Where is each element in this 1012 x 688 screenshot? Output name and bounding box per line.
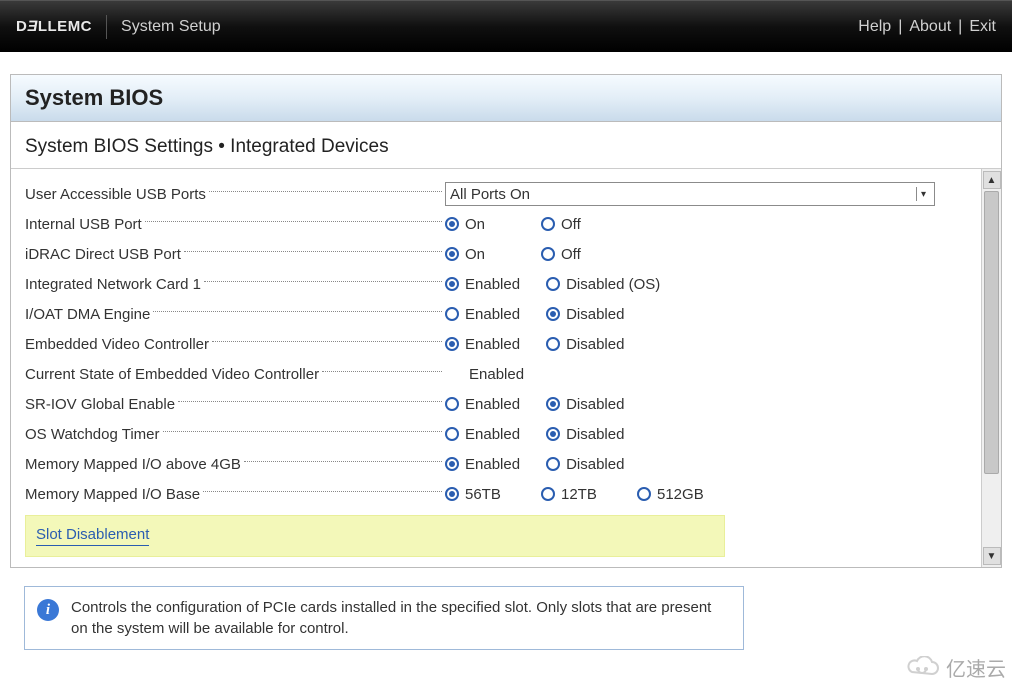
radio-mmiobase-56tb[interactable]: 56TB bbox=[445, 486, 515, 503]
row-internal-usb: Internal USB Port On Off bbox=[25, 209, 967, 239]
row-slot-disablement[interactable]: Slot Disablement bbox=[25, 515, 725, 557]
radio-sriov-disabled[interactable]: Disabled bbox=[546, 396, 624, 413]
select-usb-ports[interactable]: All Ports On ▾ bbox=[445, 182, 935, 206]
link-slot-disablement[interactable]: Slot Disablement bbox=[36, 524, 149, 546]
radio-watchdog-disabled[interactable]: Disabled bbox=[546, 426, 624, 443]
scroll-track[interactable] bbox=[982, 191, 1001, 545]
label-embvideo-state: Current State of Embedded Video Controll… bbox=[25, 366, 319, 383]
radio-nic1-enabled[interactable]: Enabled bbox=[445, 276, 520, 293]
scroll-down-button[interactable]: ▼ bbox=[983, 547, 1001, 565]
radio-embvideo-disabled[interactable]: Disabled bbox=[546, 336, 624, 353]
info-icon: i bbox=[37, 599, 59, 621]
divider bbox=[106, 15, 107, 39]
row-sriov: SR-IOV Global Enable Enabled Disabled bbox=[25, 389, 967, 419]
chevron-down-icon: ▾ bbox=[916, 187, 930, 201]
radio-idrac-usb-on[interactable]: On bbox=[445, 246, 515, 263]
breadcrumb: System BIOS Settings • Integrated Device… bbox=[25, 136, 987, 158]
row-ioat: I/OAT DMA Engine Enabled Disabled bbox=[25, 299, 967, 329]
top-bar: DELLEMC System Setup Help | About | Exit bbox=[0, 0, 1012, 52]
label-idrac-usb: iDRAC Direct USB Port bbox=[25, 246, 181, 263]
row-embvideo: Embedded Video Controller Enabled Disabl… bbox=[25, 329, 967, 359]
row-embvideo-state: Current State of Embedded Video Controll… bbox=[25, 359, 967, 389]
watermark: 亿速云 bbox=[904, 653, 1006, 682]
cloud-icon bbox=[904, 656, 940, 680]
radio-internal-usb-off[interactable]: Off bbox=[541, 216, 611, 233]
radio-idrac-usb-off[interactable]: Off bbox=[541, 246, 611, 263]
brand-logo: DELLEMC bbox=[16, 18, 92, 35]
radio-nic1-disabled[interactable]: Disabled (OS) bbox=[546, 276, 660, 293]
help-panel: i Controls the configuration of PCIe car… bbox=[24, 586, 744, 650]
scroll-up-button[interactable]: ▲ bbox=[983, 171, 1001, 189]
scroll-thumb[interactable] bbox=[984, 191, 999, 474]
page-title-bar: System BIOS bbox=[11, 75, 1001, 122]
row-usb-ports: User Accessible USB Ports All Ports On ▾ bbox=[25, 179, 967, 209]
radio-mmiobase-512gb[interactable]: 512GB bbox=[637, 486, 707, 503]
about-link[interactable]: About bbox=[909, 18, 951, 36]
help-text: Controls the configuration of PCIe cards… bbox=[71, 597, 731, 639]
settings-content: User Accessible USB Ports All Ports On ▾… bbox=[11, 169, 981, 567]
exit-link[interactable]: Exit bbox=[969, 18, 996, 36]
radio-internal-usb-on[interactable]: On bbox=[445, 216, 515, 233]
radio-ioat-disabled[interactable]: Disabled bbox=[546, 306, 624, 323]
row-idrac-usb: iDRAC Direct USB Port On Off bbox=[25, 239, 967, 269]
radio-mmio4g-disabled[interactable]: Disabled bbox=[546, 456, 624, 473]
label-internal-usb: Internal USB Port bbox=[25, 216, 142, 233]
radio-ioat-enabled[interactable]: Enabled bbox=[445, 306, 520, 323]
select-usb-ports-value: All Ports On bbox=[450, 186, 530, 203]
radio-sriov-enabled[interactable]: Enabled bbox=[445, 396, 520, 413]
help-link[interactable]: Help bbox=[858, 18, 891, 36]
label-sriov: SR-IOV Global Enable bbox=[25, 396, 175, 413]
radio-embvideo-enabled[interactable]: Enabled bbox=[445, 336, 520, 353]
row-nic1: Integrated Network Card 1 Enabled Disabl… bbox=[25, 269, 967, 299]
label-ioat: I/OAT DMA Engine bbox=[25, 306, 150, 323]
label-embvideo: Embedded Video Controller bbox=[25, 336, 209, 353]
label-mmiobase: Memory Mapped I/O Base bbox=[25, 486, 200, 503]
breadcrumb-bar: System BIOS Settings • Integrated Device… bbox=[11, 122, 1001, 169]
label-mmio4g: Memory Mapped I/O above 4GB bbox=[25, 456, 241, 473]
radio-watchdog-enabled[interactable]: Enabled bbox=[445, 426, 520, 443]
page-title: System BIOS bbox=[25, 85, 163, 111]
label-watchdog: OS Watchdog Timer bbox=[25, 426, 160, 443]
row-mmio4g: Memory Mapped I/O above 4GB Enabled Disa… bbox=[25, 449, 967, 479]
radio-mmiobase-12tb[interactable]: 12TB bbox=[541, 486, 611, 503]
label-usb-ports: User Accessible USB Ports bbox=[25, 186, 206, 203]
scrollbar[interactable]: ▲ ▼ bbox=[981, 169, 1001, 567]
row-watchdog: OS Watchdog Timer Enabled Disabled bbox=[25, 419, 967, 449]
label-nic1: Integrated Network Card 1 bbox=[25, 276, 201, 293]
main-frame: System BIOS System BIOS Settings • Integ… bbox=[10, 74, 1002, 568]
value-embvideo-state: Enabled bbox=[445, 366, 524, 383]
app-title: System Setup bbox=[121, 18, 221, 36]
radio-mmio4g-enabled[interactable]: Enabled bbox=[445, 456, 520, 473]
row-mmiobase: Memory Mapped I/O Base 56TB 12TB 512GB bbox=[25, 479, 967, 509]
